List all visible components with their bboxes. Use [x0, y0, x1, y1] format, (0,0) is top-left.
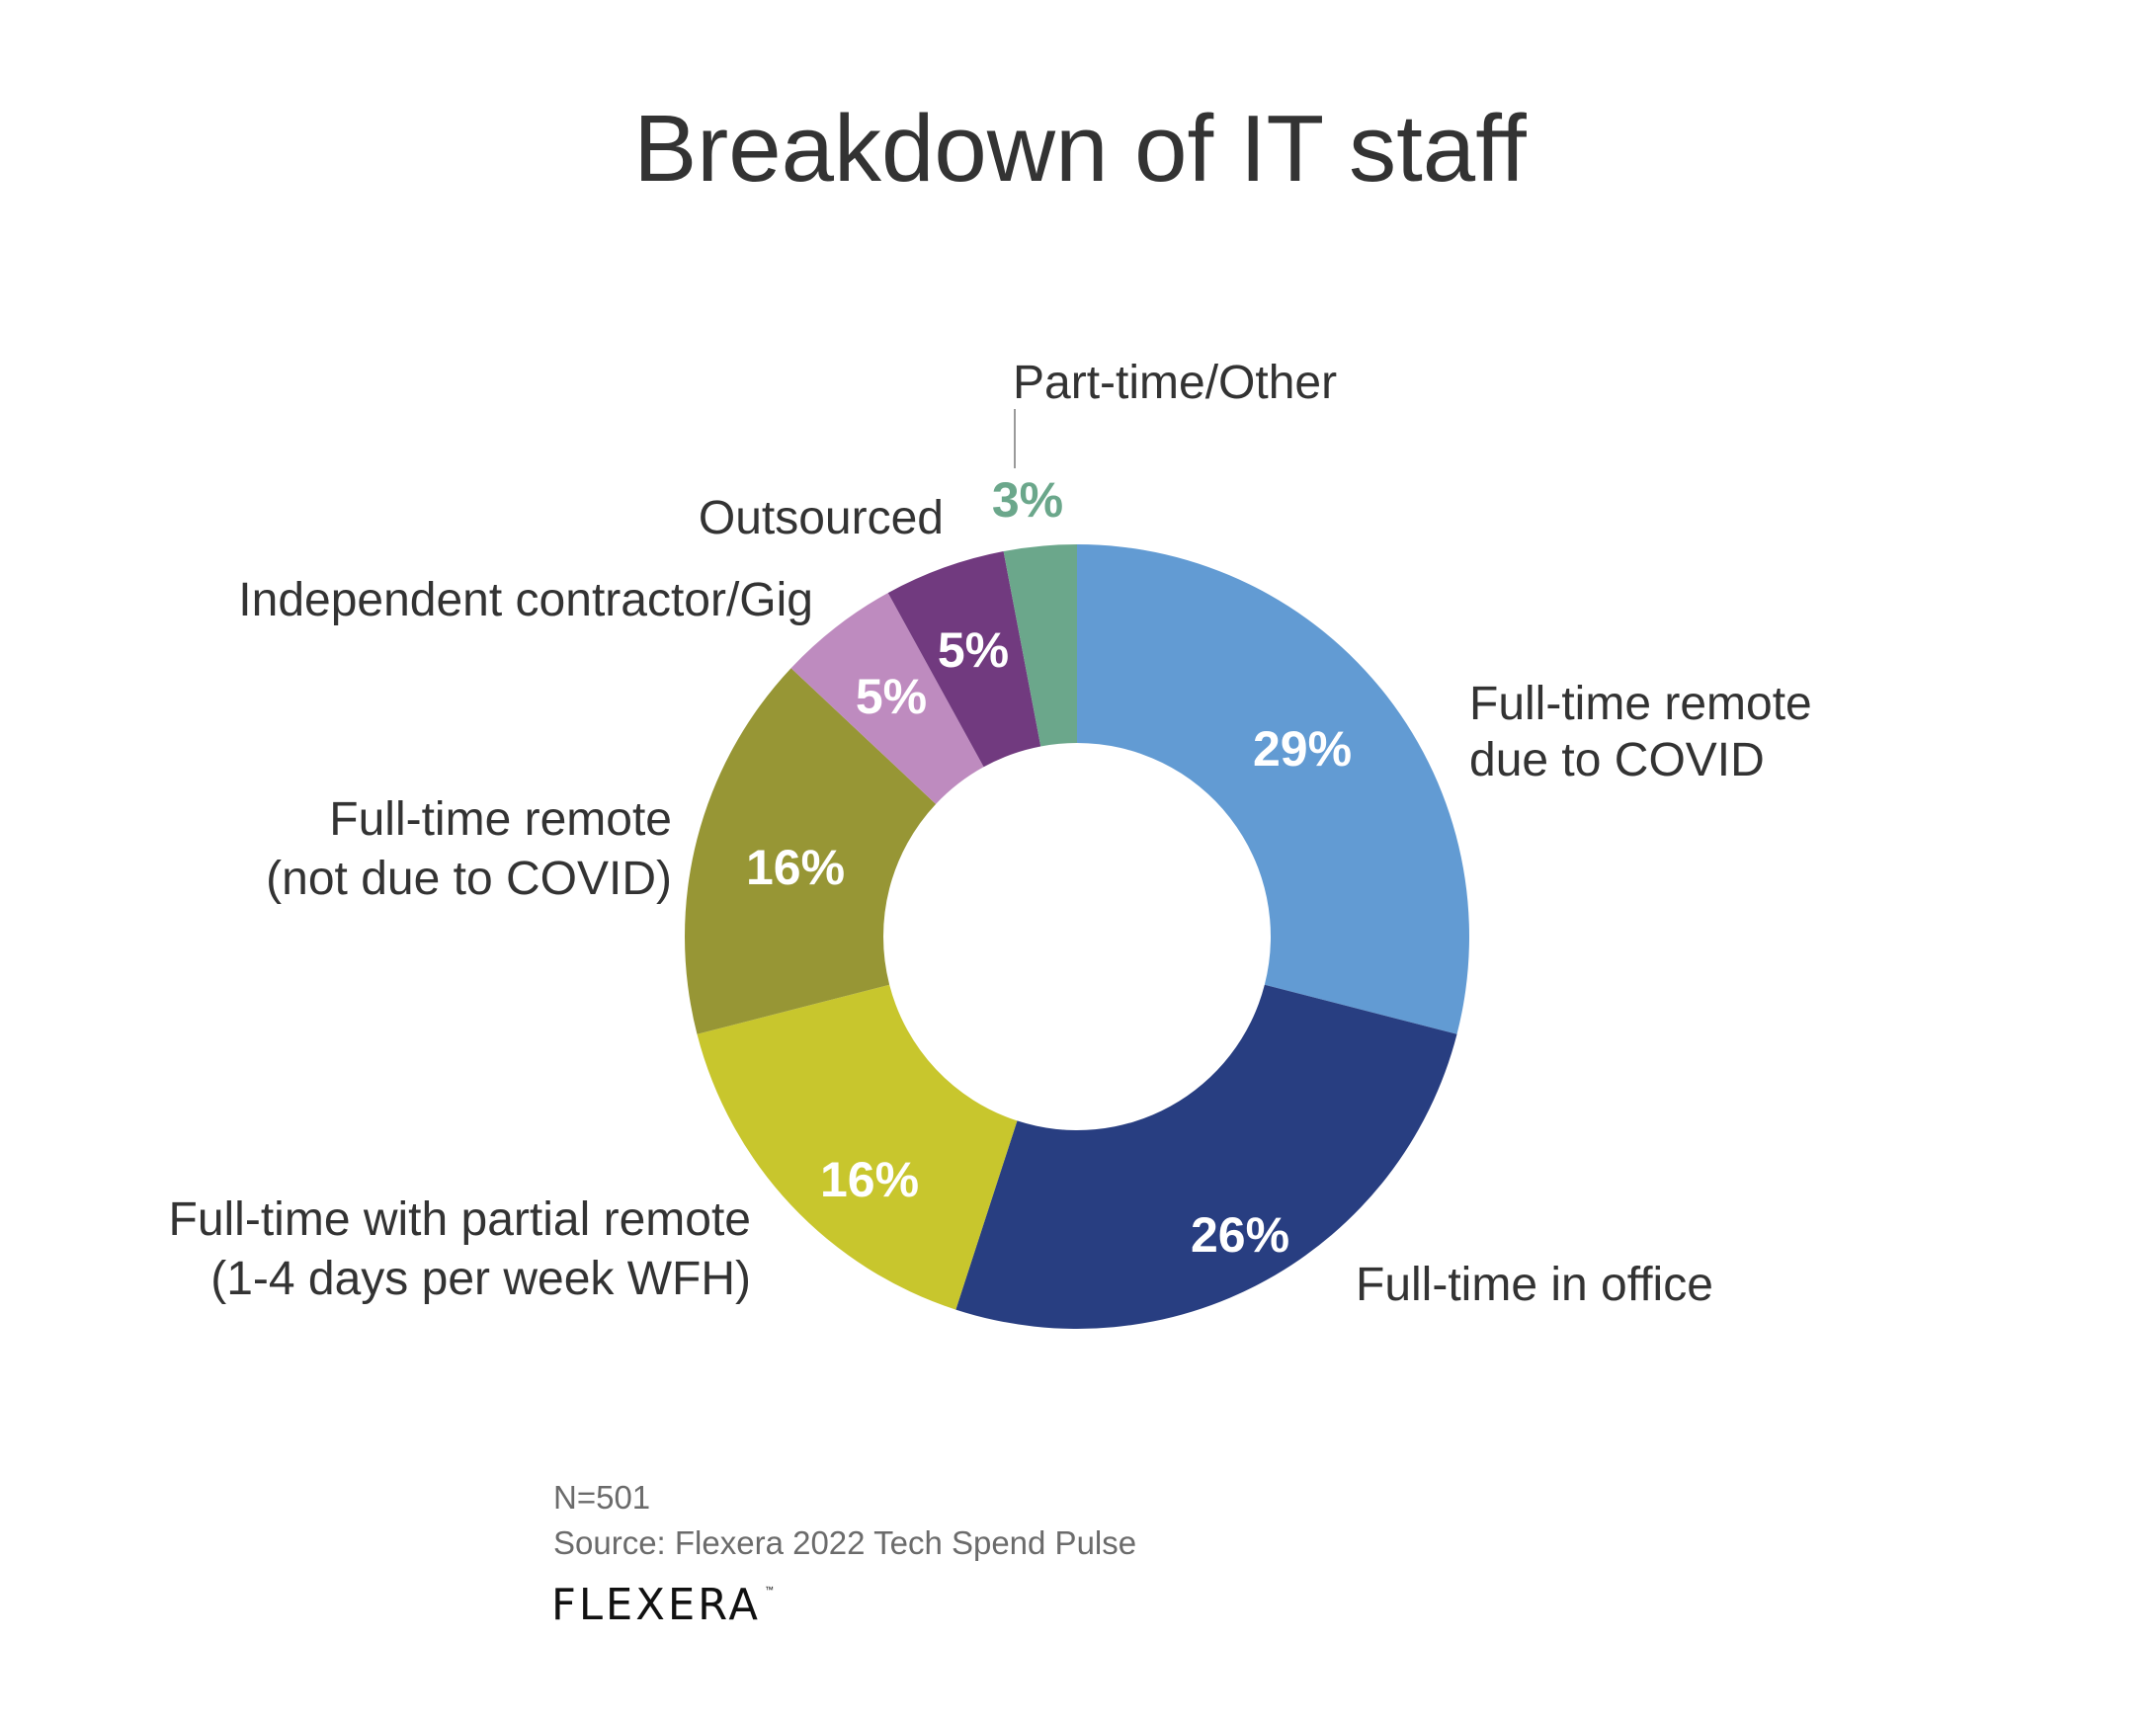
category-label-line: (1-4 days per week WFH)	[210, 1253, 751, 1305]
value-label-part-time-other: 3%	[992, 472, 1063, 528]
category-label-line: Full-time with partial remote	[169, 1193, 752, 1246]
category-label-line: Independent contractor/Gig	[238, 574, 813, 626]
slice-outsourced	[887, 551, 1041, 768]
category-label-full-time-remote-not-due-to-covid: Full-time remote (not due to COVID)	[266, 793, 672, 905]
flexera-logo: FLEXERA ™	[551, 1580, 774, 1630]
donut-slices	[685, 544, 1469, 1329]
category-label-outsourced: Outsourced	[699, 492, 944, 544]
category-label-line: Full-time remote	[329, 793, 672, 846]
slice-full-time-remote-due-to-covid	[1077, 544, 1469, 1034]
value-labels: 29% 26% 16% 16% 5%5% 3%	[746, 472, 1352, 1263]
slice-full-time-remote-not-due-to-covid	[685, 668, 937, 1034]
category-label-full-time-in-office: Full-time in office	[1356, 1259, 1713, 1311]
chart-title: Breakdown of IT staff	[633, 96, 1527, 202]
category-label-line: Full-time remote	[1469, 678, 1812, 730]
value-label-full-time-in-office: 26%	[1191, 1207, 1289, 1263]
sample-size: N=501	[553, 1479, 650, 1516]
category-label-independent-contractor-gig: Independent contractor/Gig	[238, 574, 813, 626]
value-label-full-time-remote-due-to-covid: 29%	[1253, 721, 1352, 777]
slice-independent-contractor-gig	[790, 593, 984, 804]
flexera-logo-text: FLEXERA	[551, 1580, 761, 1630]
value-label-full-time-remote-not-due-to-covid: 16%	[746, 840, 845, 895]
category-label-part-time-other: Part-time/Other	[1013, 357, 1337, 409]
value-label-independent-contractor-gig: 5%	[856, 669, 927, 724]
category-label-line: (not due to COVID)	[266, 853, 672, 905]
value-label-full-time-with-partial-remote-1-4-days-per-week-wfh: 16%	[820, 1152, 919, 1207]
slice-part-time-other	[1003, 544, 1077, 747]
category-label-line: Part-time/Other	[1013, 357, 1337, 409]
category-label-line: Full-time in office	[1356, 1259, 1713, 1311]
value-label-outsourced: 5%	[938, 622, 1009, 678]
category-label-line: Outsourced	[699, 492, 944, 544]
slice-full-time-in-office	[955, 984, 1457, 1329]
category-label-line: due to COVID	[1469, 734, 1765, 786]
category-label-full-time-with-partial-remote-1-4-days-per-week-wfh: Full-time with partial remote (1-4 days p…	[169, 1193, 752, 1305]
slice-full-time-with-partial-remote-1-4-days-per-week-wfh	[697, 984, 1018, 1310]
category-label-full-time-remote-due-to-covid: Full-time remote due to COVID	[1469, 678, 1812, 786]
source-note: Source: Flexera 2022 Tech Spend Pulse	[553, 1524, 1136, 1561]
trademark-mark: ™	[765, 1585, 774, 1595]
